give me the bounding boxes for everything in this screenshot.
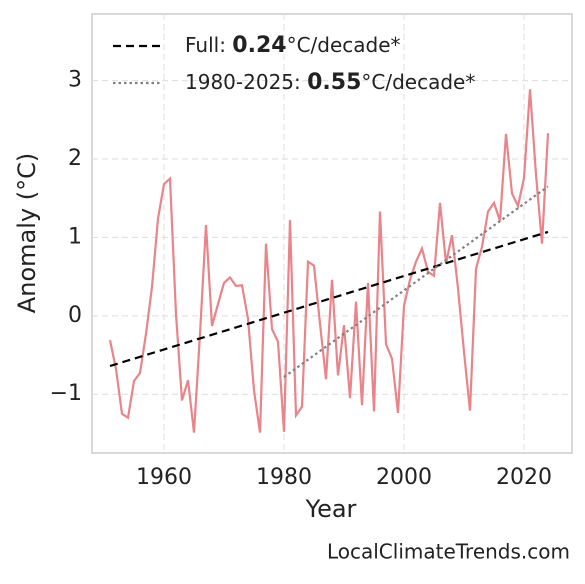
- y-tick-label: 1: [68, 224, 82, 249]
- legend-label-part: Full:: [185, 33, 232, 57]
- legend-label-part: 0.24: [232, 33, 286, 58]
- y-axis-label: Anomaly (°C): [13, 153, 41, 313]
- y-tick-label: −1: [50, 381, 82, 406]
- x-tick-label: 2020: [496, 465, 552, 490]
- legend-label-part: °C/decade*: [361, 70, 475, 94]
- x-tick-label: 2000: [376, 465, 432, 490]
- legend-label-part: 1980-2025:: [185, 70, 307, 94]
- source: LocalClimateTrends.com: [327, 540, 570, 564]
- legend-entry: Full: 0.24°C/decade*: [113, 33, 401, 59]
- y-tick-label: 2: [68, 146, 82, 171]
- legend-label-part: 0.55: [307, 70, 361, 95]
- y-tick-label: 3: [68, 68, 82, 93]
- legend-label: Full: 0.24°C/decade*: [185, 33, 401, 59]
- x-axis-label: Year: [305, 495, 357, 523]
- legend-label-part: °C/decade*: [287, 33, 401, 57]
- x-tick-label: 1960: [136, 465, 192, 490]
- x-tick-label: 1980: [256, 465, 312, 490]
- trend-line: [283, 185, 549, 378]
- y-tick-label: 0: [68, 303, 82, 328]
- legend-entry: 1980-2025: 0.55°C/decade*: [113, 70, 475, 96]
- data-line: [108, 89, 550, 433]
- legend-label: 1980-2025: 0.55°C/decade*: [185, 70, 475, 96]
- trend-line: [109, 230, 549, 368]
